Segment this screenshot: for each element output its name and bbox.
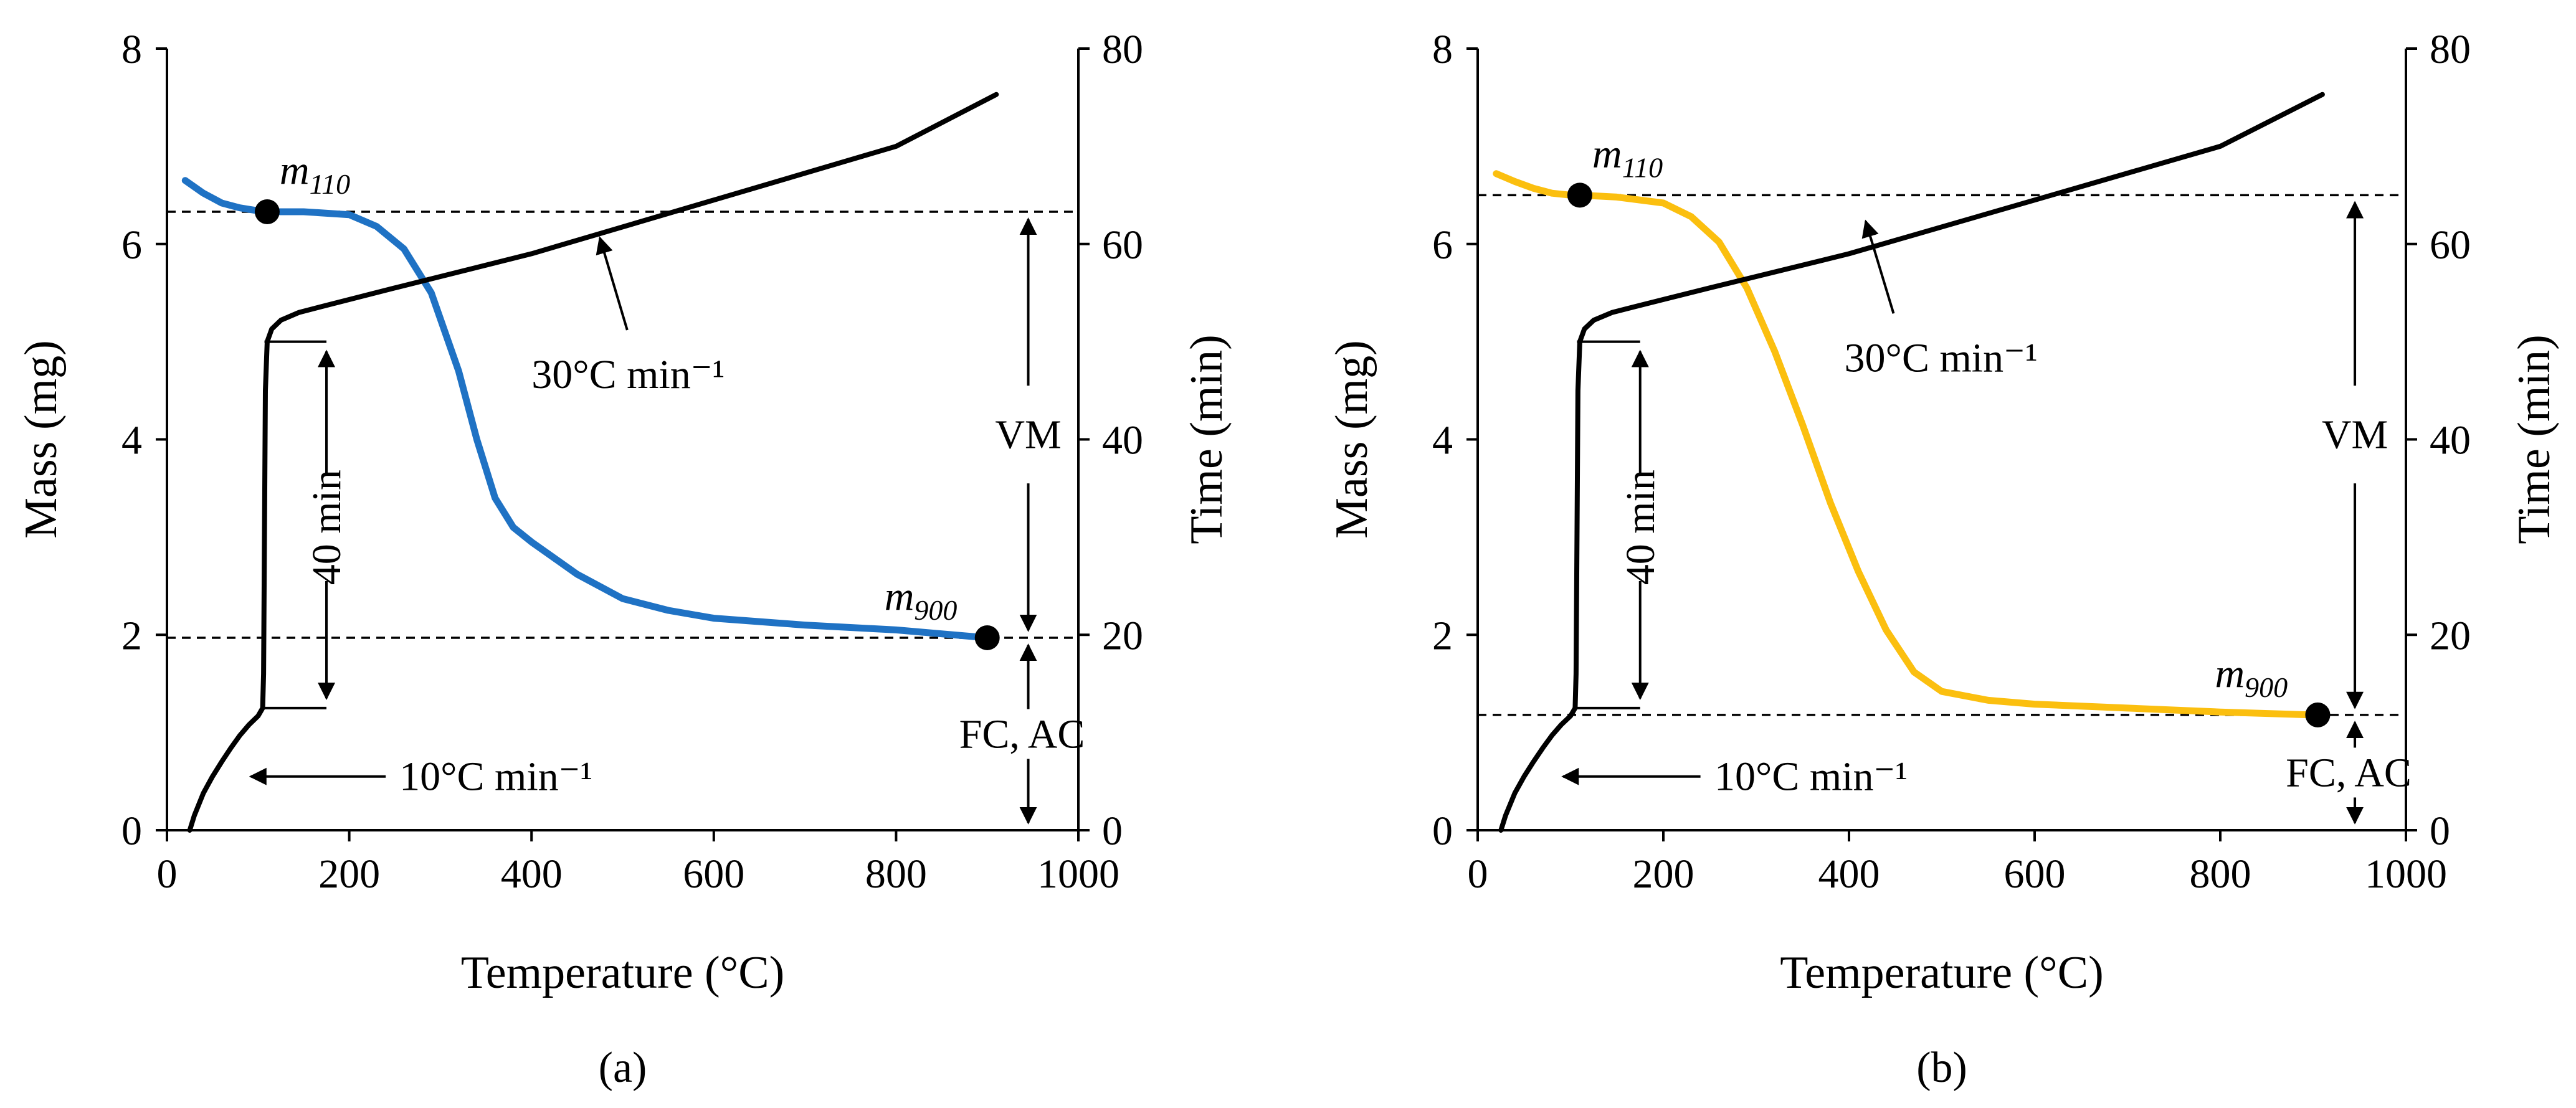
y-tick-label: 4: [1432, 418, 1453, 463]
fc-label: FC, AC: [2286, 750, 2412, 795]
x-tick-label: 600: [2004, 851, 2066, 897]
y-tick-label: 0: [121, 808, 142, 854]
x-tick-label: 1000: [2365, 851, 2447, 897]
marker-label-subscript: 900: [914, 594, 957, 626]
y-tick-label: 6: [1432, 222, 1453, 268]
rate-low-label: 10°C min⁻¹: [399, 754, 592, 800]
rate-low-label: 10°C min⁻¹: [1714, 754, 1908, 800]
x-tick-label: 800: [865, 851, 927, 897]
x-axis-label: Temperature (°C): [1780, 947, 2104, 998]
y2-tick-label: 40: [1102, 418, 1143, 463]
time-series-line: [187, 92, 999, 833]
rate-high-label: 30°C min⁻¹: [1845, 335, 2038, 381]
y-tick-label: 6: [121, 222, 142, 268]
y2-tick-label: 0: [2430, 808, 2450, 854]
rate-high-arrow: [1861, 219, 1895, 314]
x-tick-label: 400: [1818, 851, 1880, 897]
x-tick-label: 800: [2190, 851, 2251, 897]
mass-series-line: [181, 177, 991, 642]
x-tick-label: 400: [501, 851, 563, 897]
y2-tick-label: 0: [1102, 808, 1123, 854]
marker-point-m900: [2305, 702, 2331, 727]
y2-tick-label: 20: [1102, 613, 1143, 658]
mass-series-line: [1493, 170, 2317, 719]
y2-tick-label: 60: [1102, 222, 1143, 268]
marker-label-m900: m900: [885, 574, 958, 626]
marker-label-main: m: [1592, 131, 1622, 176]
y2-tick-label: 60: [2430, 222, 2471, 268]
chart-panel-a: 0 200 400 600 800 100002468020406080Temperatu…: [16, 27, 1232, 1092]
fc-label: FC, AC: [959, 711, 1085, 757]
x-tick-label: 200: [318, 851, 380, 897]
vm-label: VM: [995, 412, 1061, 458]
marker-label-m110: m110: [1592, 131, 1663, 183]
marker-label-main: m: [885, 574, 915, 619]
y2-axis-label: Time (min): [1181, 334, 1232, 544]
x-tick-label: 600: [683, 851, 744, 897]
y-tick-label: 4: [121, 418, 142, 463]
marker-point-m110: [1567, 182, 1592, 208]
marker-point-m900: [974, 625, 1000, 650]
y-tick-label: 2: [1432, 613, 1453, 658]
marker-label-main: m: [2215, 651, 2245, 696]
y2-tick-label: 80: [1102, 27, 1143, 72]
x-tick-label: 0: [1468, 851, 1488, 897]
y-tick-label: 2: [121, 613, 142, 658]
vm-label: VM: [2322, 412, 2388, 458]
hold-time-label: 40 min: [304, 470, 349, 585]
y2-axis-label: Time (min): [2509, 334, 2560, 544]
marker-label-subscript: 110: [1622, 151, 1663, 183]
x-tick-label: 0: [157, 851, 178, 897]
marker-label-m110: m110: [280, 148, 350, 200]
marker-label-main: m: [280, 148, 310, 193]
x-tick-label: 1000: [1037, 851, 1119, 897]
y-tick-label: 0: [1432, 808, 1453, 854]
chart-panel-b: 0 200 400 600 800 100002468020406080Temperatu…: [1326, 27, 2560, 1092]
y-tick-label: 8: [1432, 27, 1453, 72]
x-tick-label: 200: [1633, 851, 1694, 897]
marker-label-subscript: 900: [2245, 671, 2288, 703]
panel-label: (b): [1916, 1044, 1967, 1092]
panel-label: (a): [599, 1044, 647, 1092]
time-series-line: [1498, 92, 2325, 833]
x-axis-label: Temperature (°C): [461, 947, 785, 998]
marker-label-subscript: 110: [310, 168, 351, 200]
y-axis-label: Mass (mg): [1326, 340, 1377, 539]
rate-high-label: 30°C min⁻¹: [531, 352, 725, 397]
y-tick-label: 8: [121, 27, 142, 72]
rate-high-arrow: [596, 236, 629, 331]
hold-time-label: 40 min: [1618, 470, 1663, 585]
y2-tick-label: 40: [2430, 418, 2471, 463]
y2-tick-label: 20: [2430, 613, 2471, 658]
marker-point-m110: [254, 199, 280, 224]
y2-tick-label: 80: [2430, 27, 2471, 72]
marker-label-m900: m900: [2215, 651, 2288, 703]
y-axis-label: Mass (mg): [16, 340, 67, 539]
